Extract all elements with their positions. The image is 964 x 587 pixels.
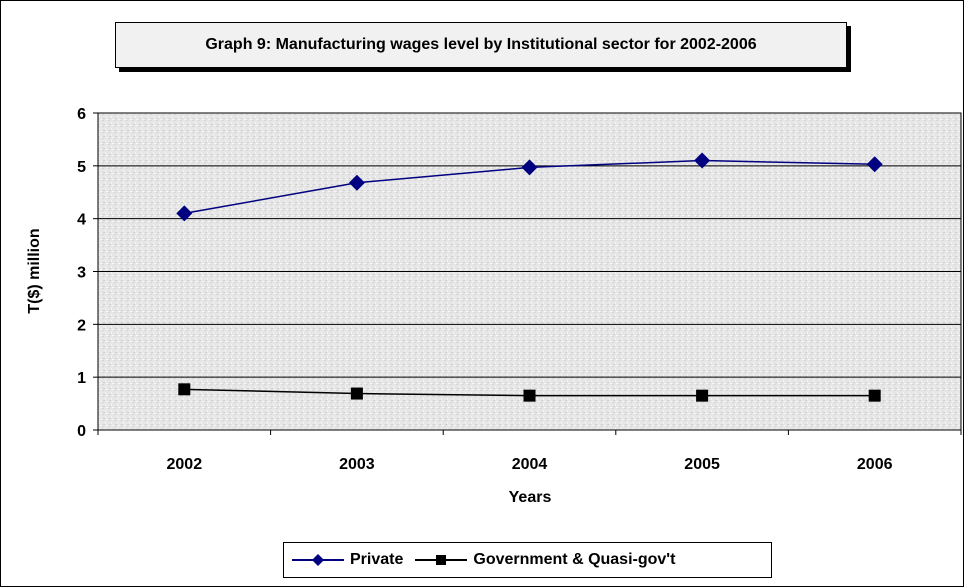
y-axis-label: T($) million bbox=[26, 228, 43, 313]
y-axis-ticks: 0 1 2 3 4 5 6 bbox=[77, 106, 98, 440]
data-point-diamond bbox=[176, 205, 193, 222]
legend-item-government: Government & Quasi-gov't bbox=[415, 551, 679, 569]
gridlines bbox=[98, 112, 961, 378]
data-point-diamond bbox=[348, 174, 365, 191]
x-tick-label: 2002 bbox=[167, 456, 203, 473]
x-axis-ticks: 2002 2003 2004 2005 2006 bbox=[97, 430, 962, 473]
x-tick-label: 2003 bbox=[339, 456, 375, 473]
legend: Private Government & Quasi-gov't bbox=[283, 542, 772, 578]
y-tick-label: 5 bbox=[77, 159, 86, 176]
y-tick-label: 2 bbox=[77, 317, 86, 334]
y-tick-label: 3 bbox=[77, 265, 86, 282]
legend-label-private: Private bbox=[350, 551, 404, 568]
y-tick-label: 0 bbox=[77, 423, 86, 440]
x-tick-label: 2005 bbox=[684, 456, 720, 473]
y-tick-label: 4 bbox=[77, 212, 86, 229]
series-group bbox=[176, 152, 883, 402]
data-point-square bbox=[696, 389, 709, 402]
legend-item-private: Private bbox=[292, 551, 407, 569]
legend-marker-diamond-icon bbox=[292, 554, 344, 566]
chart-title: Graph 9: Manufacturing wages level by In… bbox=[115, 22, 847, 68]
data-point-square bbox=[350, 387, 363, 400]
data-point-square bbox=[868, 389, 881, 402]
x-axis-label: Years bbox=[509, 489, 552, 506]
data-point-diamond bbox=[521, 159, 538, 176]
data-point-square bbox=[178, 383, 191, 396]
legend-marker-square-icon bbox=[415, 555, 468, 565]
data-point-diamond bbox=[866, 156, 883, 173]
x-tick-label: 2006 bbox=[857, 456, 893, 473]
legend-label-government: Government & Quasi-gov't bbox=[473, 551, 676, 568]
x-tick-label: 2004 bbox=[512, 456, 548, 473]
data-point-square bbox=[523, 389, 536, 402]
y-tick-label: 1 bbox=[77, 370, 86, 387]
y-tick-label: 6 bbox=[77, 106, 86, 123]
data-point-diamond bbox=[694, 152, 711, 169]
